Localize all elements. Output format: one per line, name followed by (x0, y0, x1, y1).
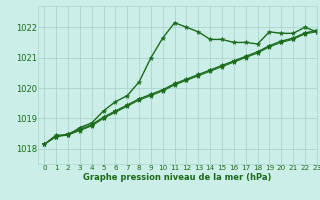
X-axis label: Graphe pression niveau de la mer (hPa): Graphe pression niveau de la mer (hPa) (84, 173, 272, 182)
